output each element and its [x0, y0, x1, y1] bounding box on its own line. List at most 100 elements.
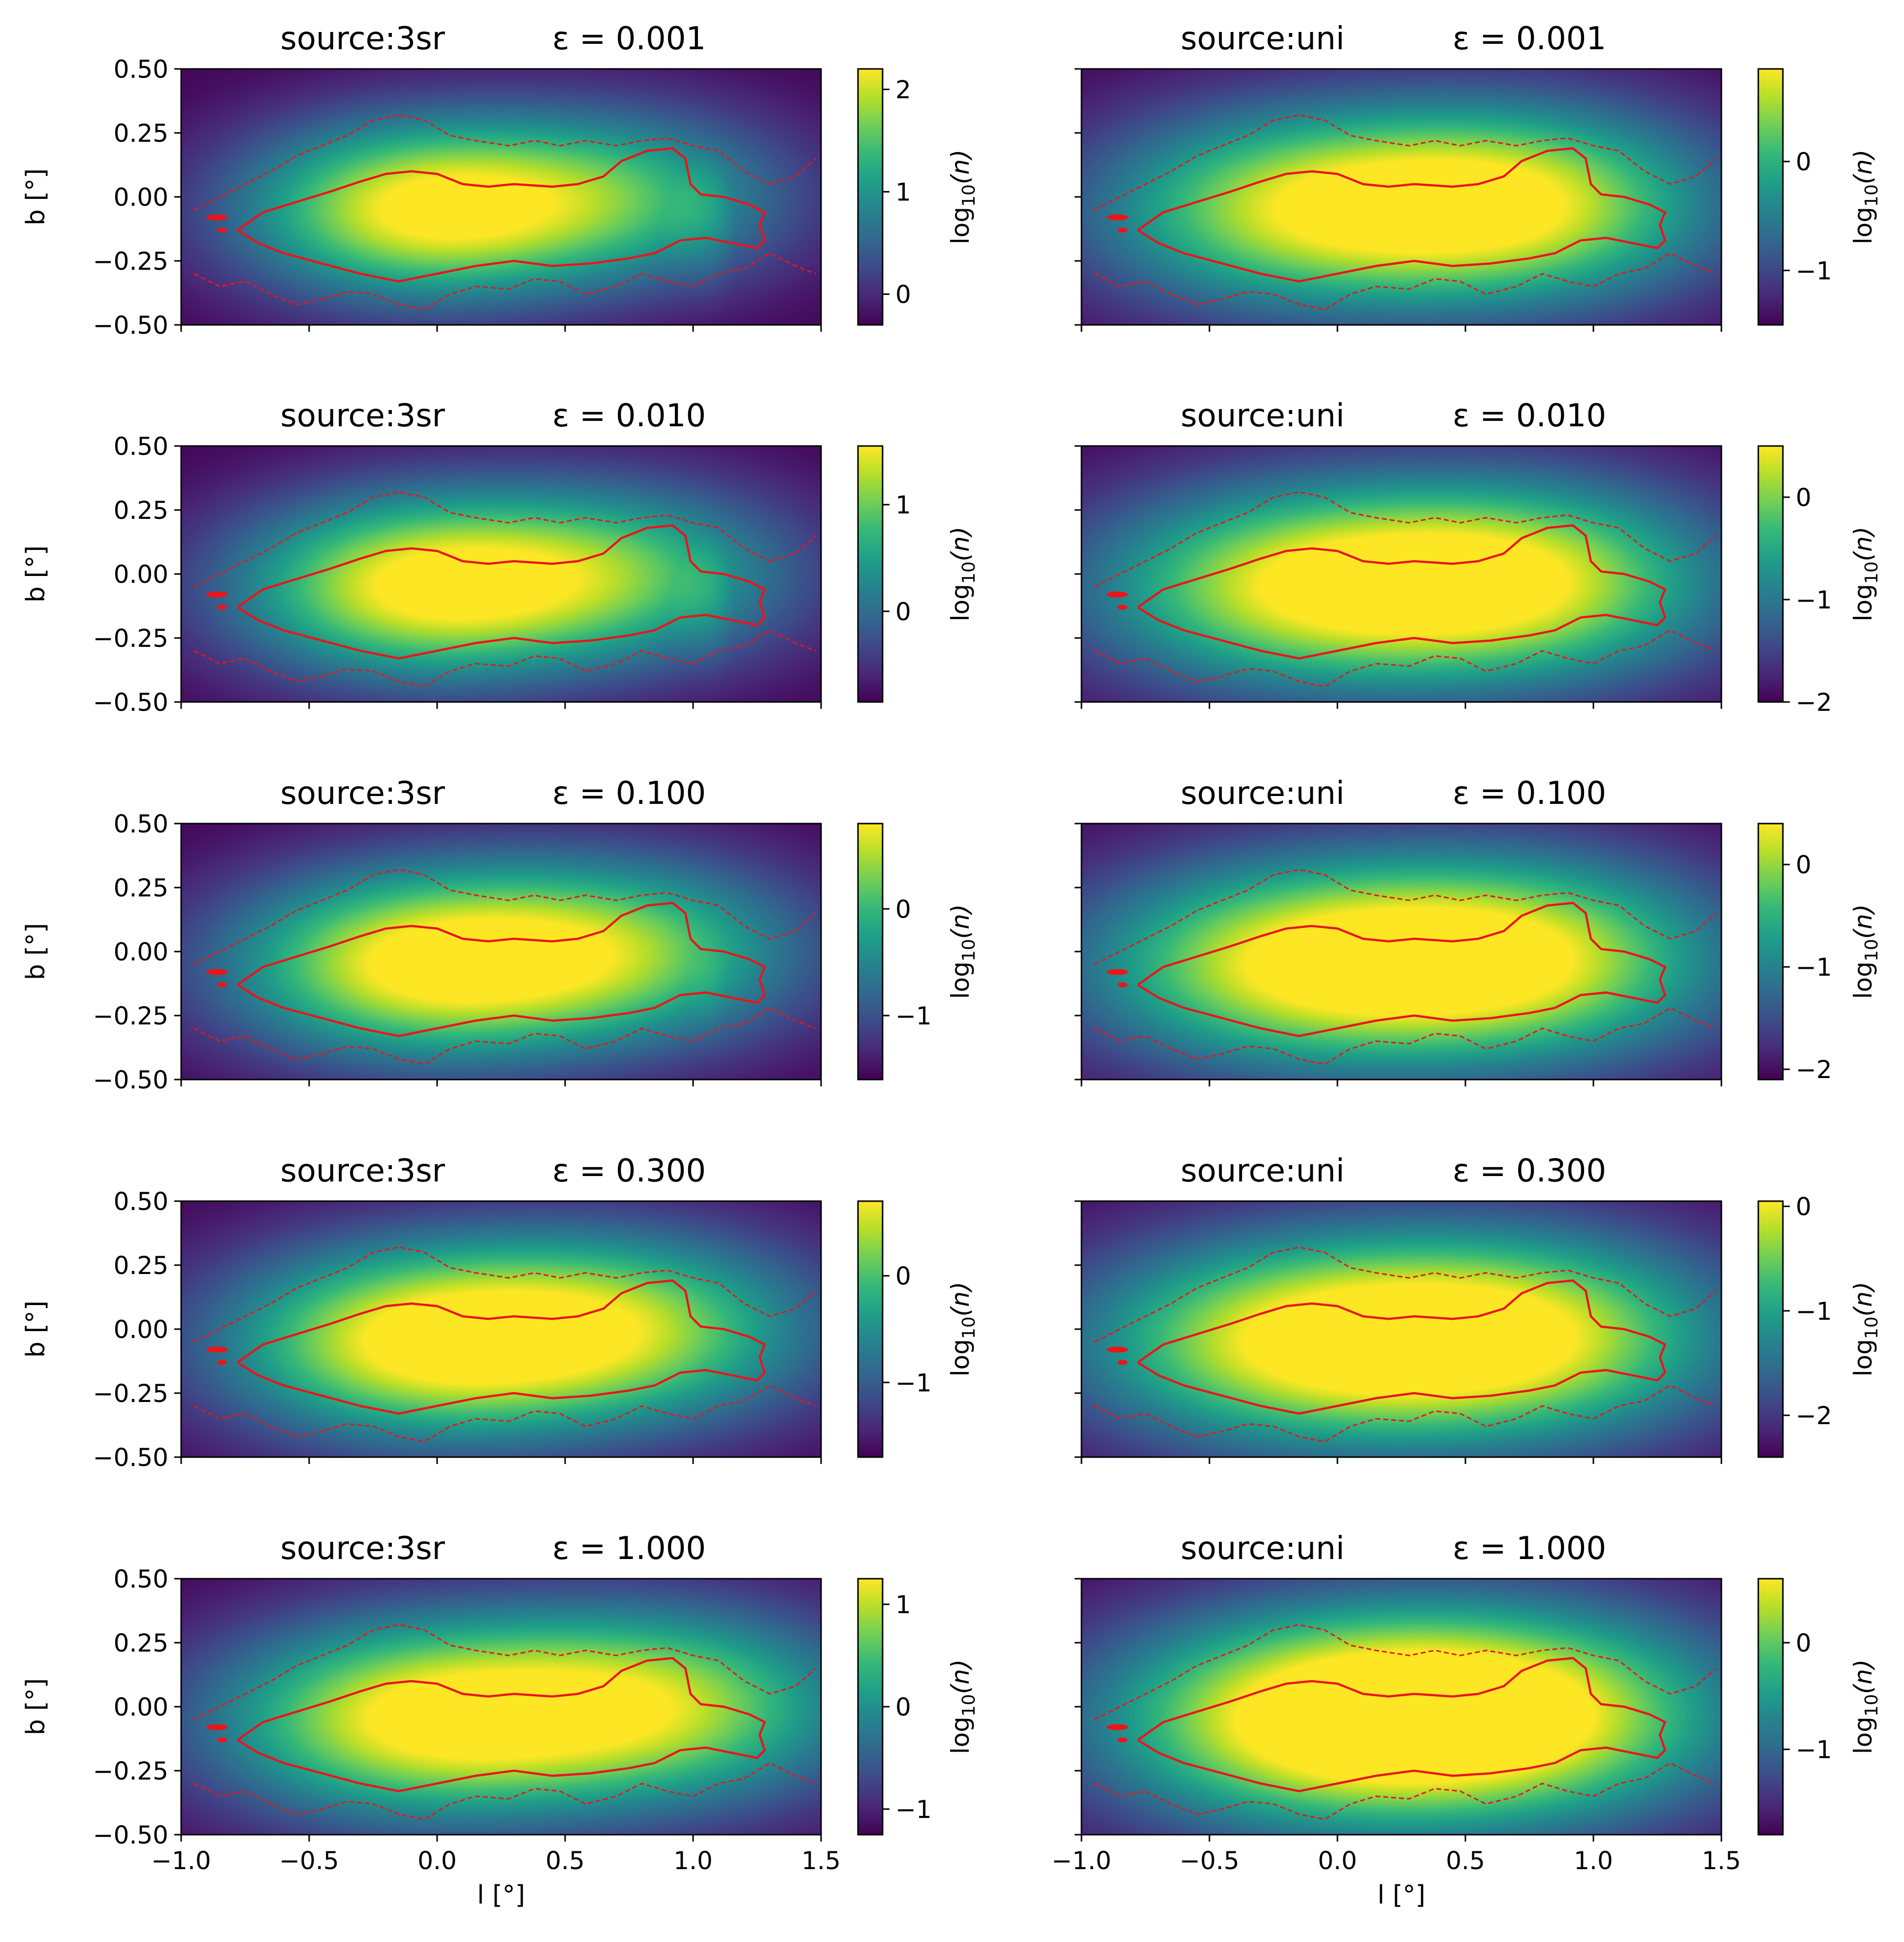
- contour-dashed-upper: [193, 869, 817, 965]
- y-axis-label: b [°]: [21, 923, 51, 980]
- contour-solid: [237, 1279, 766, 1415]
- panel-title-epsilon: ε = 0.001: [552, 21, 706, 57]
- contour-solid: [237, 524, 766, 660]
- contour-mark: [217, 1737, 227, 1743]
- contours: [193, 1624, 817, 1820]
- y-tick-label: −0.25: [93, 624, 168, 653]
- contour-dashed-lower: [193, 1007, 817, 1065]
- panel-title-source: source:uni: [1181, 1153, 1345, 1189]
- colorbar-tick-label: 0: [895, 598, 911, 626]
- contour-mark: [1106, 969, 1128, 975]
- colorbar-tick-label: 0: [1796, 1193, 1811, 1221]
- y-tick-label: 0.50: [114, 810, 168, 838]
- contours: [1094, 491, 1717, 688]
- panel-title-source: source:uni: [1181, 398, 1345, 434]
- panel-title-epsilon: ε = 0.100: [552, 775, 706, 812]
- y-tick-label: 0.00: [114, 1315, 168, 1344]
- contour-solid: [237, 147, 766, 283]
- panel-title-epsilon: ε = 1.000: [1453, 1530, 1606, 1567]
- colorbar-tick-label: 0: [895, 895, 911, 923]
- x-tick-label: 1.0: [673, 1846, 713, 1875]
- contour-dashed-upper: [193, 114, 817, 211]
- panel-title-epsilon: ε = 0.010: [552, 398, 706, 434]
- contour-mark: [1106, 1346, 1128, 1353]
- y-tick-label: −0.25: [93, 1757, 168, 1785]
- colorbar: [857, 1578, 884, 1836]
- y-axis-label: b [°]: [21, 168, 51, 225]
- y-tick-label: −0.25: [93, 1002, 168, 1030]
- y-tick-label: 0.00: [114, 183, 168, 212]
- colorbar: [1757, 1578, 1784, 1836]
- panel-title-epsilon: ε = 0.300: [1453, 1153, 1606, 1189]
- contour-dashed-upper: [1094, 869, 1717, 965]
- colorbar-tick-label: 0: [1796, 1629, 1811, 1657]
- colorbar-label: log10(n): [1849, 904, 1882, 999]
- x-tick-label: 0.5: [545, 1846, 585, 1875]
- colorbar-label: log10(n): [946, 904, 979, 999]
- y-tick-label: 0.50: [114, 55, 168, 84]
- colorbar-label: log10(n): [1849, 1659, 1882, 1754]
- colorbar-tick-label: 0: [1796, 483, 1811, 512]
- x-tick-label: 0.5: [1446, 1846, 1485, 1875]
- y-tick-label: −0.25: [93, 1379, 168, 1408]
- colorbar-tick-label: 0: [1796, 851, 1811, 879]
- panel-title-source: source:3sr: [281, 1530, 445, 1567]
- colorbar-label: log10(n): [1849, 150, 1882, 245]
- contour-dashed-lower: [193, 1384, 817, 1443]
- x-tick-label: 1.0: [1574, 1846, 1613, 1875]
- contour-dashed-lower: [193, 1762, 817, 1820]
- colorbar-tick-label: 0: [1796, 148, 1811, 176]
- x-tick-label: −1.0: [151, 1846, 211, 1875]
- colorbar-tick-label: −1: [1796, 1736, 1832, 1764]
- contour-dashed-lower: [193, 252, 817, 311]
- contours: [193, 1246, 817, 1443]
- contour-dashed-upper: [193, 491, 817, 588]
- colorbar-tick-label: −1: [895, 1795, 932, 1824]
- contour-solid: [1137, 1279, 1667, 1415]
- y-tick-label: 0.25: [114, 1251, 168, 1280]
- contour-mark: [1106, 591, 1128, 598]
- contour-mark: [206, 1724, 228, 1730]
- colorbar-label: log10(n): [946, 1282, 979, 1377]
- panel-title-epsilon: ε = 1.000: [552, 1530, 706, 1567]
- contour-mark: [1117, 1737, 1128, 1743]
- panel-title-source: source:uni: [1181, 21, 1345, 57]
- panel-source-3sr-3: source:3sr ε = 0.300 0.50 0.25 0.00 −0.25 −0.5…: [21, 1153, 979, 1472]
- panel-title-epsilon: ε = 0.100: [1453, 775, 1606, 812]
- contour-dashed-lower: [1094, 252, 1717, 311]
- contour-solid: [1137, 524, 1667, 660]
- colorbar: [857, 1200, 884, 1458]
- colorbar-tick-label: −1: [895, 1369, 932, 1397]
- y-axis-label: b [°]: [21, 1301, 51, 1358]
- y-tick-label: 0.00: [114, 560, 168, 589]
- colorbar-tick-label: 0: [895, 1262, 911, 1291]
- panel-title-source: source:3sr: [281, 775, 445, 812]
- colorbar-tick-label: 0: [895, 281, 911, 309]
- y-tick-label: 0.50: [114, 1187, 168, 1216]
- colorbar-tick-label: −2: [1796, 1401, 1832, 1430]
- panel-title-source: source:uni: [1181, 775, 1345, 812]
- x-tick-label: 0.0: [417, 1846, 457, 1875]
- x-tick-label: 1.5: [801, 1846, 841, 1875]
- contour-solid: [237, 901, 766, 1037]
- contour-dashed-upper: [1094, 491, 1717, 588]
- contour-mark: [1106, 1724, 1128, 1730]
- colorbar: [1757, 68, 1784, 326]
- y-tick-label: 0.25: [114, 1629, 168, 1657]
- contour-dashed-lower: [1094, 1007, 1717, 1065]
- panel-title-epsilon: ε = 0.300: [552, 1153, 706, 1189]
- contour-dashed-upper: [1094, 114, 1717, 211]
- colorbar-label: log10(n): [946, 150, 979, 245]
- x-tick-label: 0.0: [1318, 1846, 1357, 1875]
- panel-title-source: source:uni: [1181, 1530, 1345, 1567]
- contour-solid: [237, 1656, 766, 1792]
- contour-mark: [1117, 1360, 1128, 1365]
- contour-mark: [1106, 214, 1128, 221]
- contours: [1094, 1624, 1717, 1820]
- y-tick-label: −0.50: [93, 1443, 168, 1472]
- y-tick-label: 0.00: [114, 1693, 168, 1721]
- panel-source-3sr-4: source:3sr ε = 1.000 −1.0 −0.5 0.0 0.5 1.0 1.5 0…: [21, 1530, 979, 1910]
- x-axis-label: l [°]: [477, 1880, 525, 1910]
- contours: [1094, 1246, 1717, 1443]
